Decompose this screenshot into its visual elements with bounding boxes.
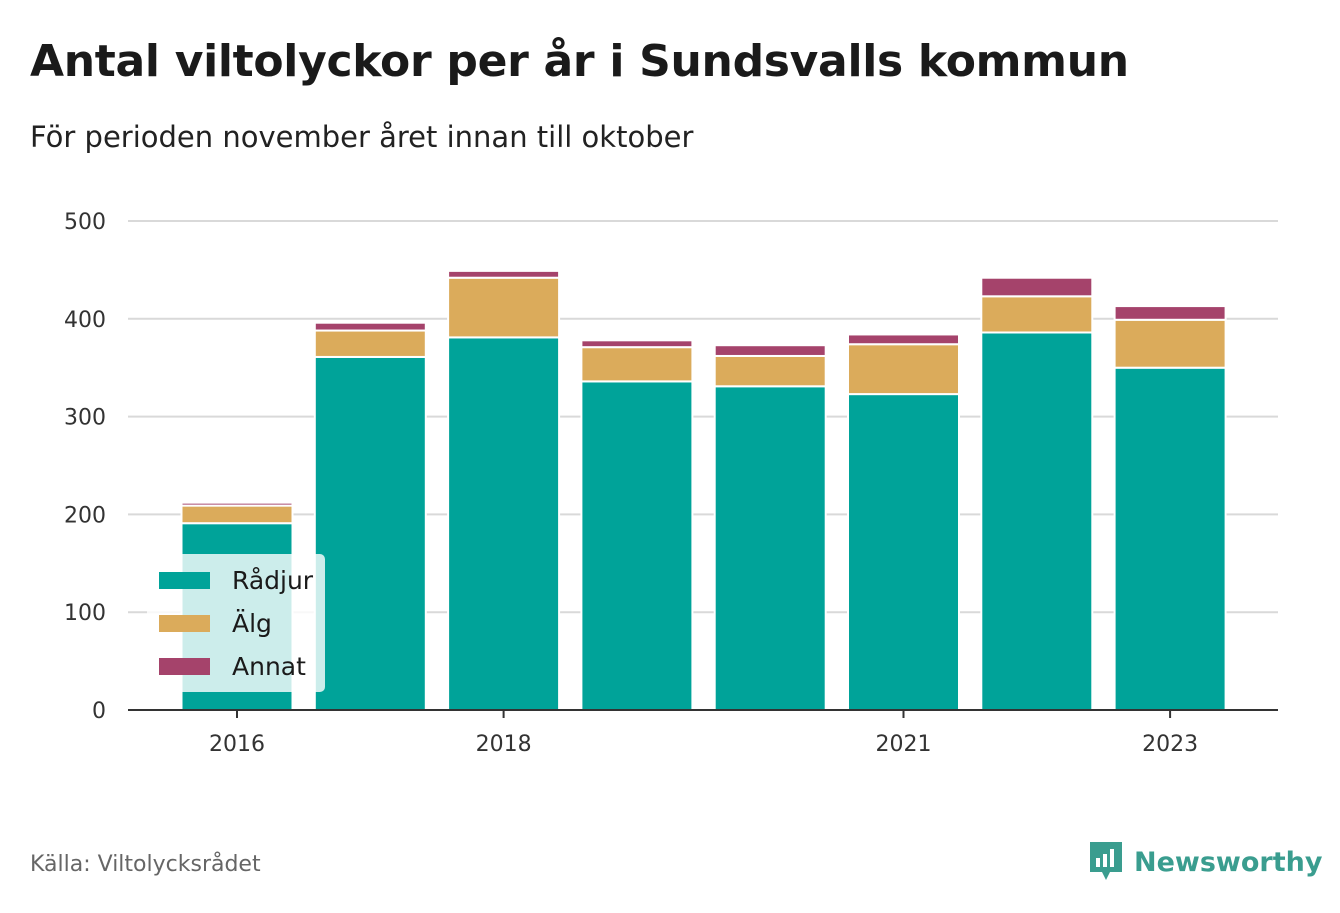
bar-segment (580, 380, 694, 711)
x-tick-label: 2023 (1142, 732, 1198, 757)
chart-title: Antal viltolyckor per år i Sundsvalls ko… (30, 36, 1129, 87)
y-tick-label: 300 (64, 406, 106, 431)
bar-segment (980, 295, 1094, 334)
bar-segment (580, 339, 694, 349)
bar-segment (713, 344, 827, 357)
source-note: Källa: Viltolycksrådet (30, 852, 261, 877)
bar-segment (447, 336, 561, 711)
bar-segment (713, 354, 827, 388)
legend-label: Annat (232, 652, 306, 681)
newsworthy-logo-icon (1090, 842, 1122, 880)
bar-segment (447, 276, 561, 339)
bar-segment (180, 504, 294, 525)
bar-segment (1113, 318, 1227, 369)
y-tick-label: 200 (64, 503, 106, 528)
bar-segment (713, 385, 827, 711)
chart-subtitle: För perioden november året innan till ok… (30, 120, 694, 154)
x-tick-label: 2021 (876, 732, 932, 757)
legend: Rådjur Älg Annat (147, 554, 325, 692)
legend-swatch (159, 658, 210, 675)
y-tick-label: 400 (64, 308, 106, 333)
bar-segment (847, 333, 960, 346)
y-tick-label: 500 (64, 210, 106, 235)
x-tick-label: 2018 (476, 732, 532, 757)
bar-segment (313, 355, 427, 711)
bar-segment (1113, 366, 1227, 711)
y-tick-label: 0 (92, 699, 106, 724)
y-tick-label: 100 (64, 601, 106, 626)
bar-segment (847, 393, 960, 711)
bar-segment (847, 343, 960, 396)
brand-name: Newsworthy (1134, 846, 1323, 878)
legend-label: Rådjur (232, 566, 314, 595)
legend-swatch (159, 572, 210, 589)
bar-segment (980, 276, 1094, 298)
bar-segment (447, 269, 561, 279)
legend-label: Älg (232, 609, 272, 638)
brand-logo: Newsworthy (1088, 840, 1322, 884)
bar-segment (313, 321, 427, 332)
bar-segment (580, 346, 694, 383)
bar-segment (1113, 305, 1227, 321)
bar-segment (980, 331, 1094, 711)
x-tick-label: 2016 (209, 732, 265, 757)
legend-swatch (159, 615, 210, 632)
bar-segment (313, 329, 427, 358)
bar-segment (180, 501, 294, 507)
